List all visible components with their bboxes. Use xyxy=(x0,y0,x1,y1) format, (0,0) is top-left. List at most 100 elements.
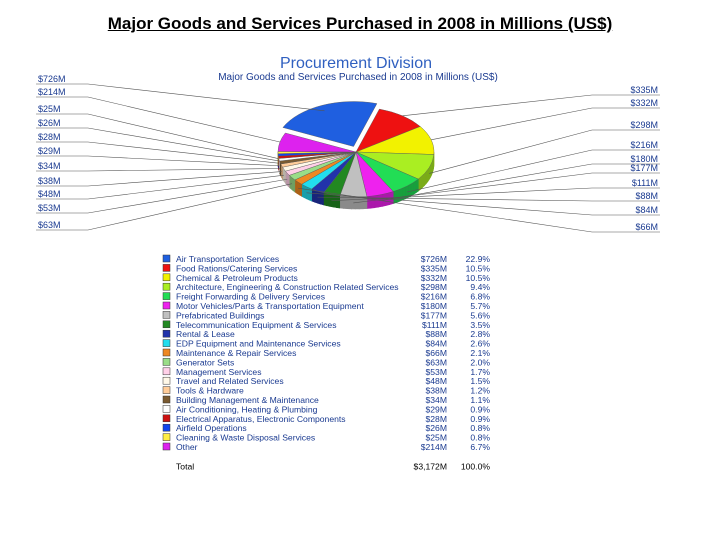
legend-entry-tools-hardware: Tools & Hardware $38M 1.2% xyxy=(162,386,490,396)
callout-label: $335M xyxy=(630,85,658,95)
callout-electrical-apparatus-electronic-components: $28M xyxy=(36,132,279,164)
callout-prefabricated-buildings: $177M xyxy=(353,163,660,204)
callout-building-management-maintenance: $34M xyxy=(36,161,281,172)
callout-label: $38M xyxy=(38,176,61,186)
legend-value: $214M xyxy=(421,442,447,452)
legend-swatch xyxy=(162,273,171,282)
legend-value: $29M xyxy=(426,404,448,414)
legend-entry-electrical-apparatus-electronic-components: Electrical Apparatus, Electronic Compone… xyxy=(162,414,490,424)
legend-label: Generator Sets xyxy=(176,357,234,367)
slide-title: Major Goods and Services Purchased in 20… xyxy=(107,14,613,33)
legend-label: EDP Equipment and Maintenance Services xyxy=(176,339,341,349)
legend-swatch xyxy=(162,264,171,272)
legend-percent: 10.5% xyxy=(466,273,491,283)
legend-swatch xyxy=(162,301,171,310)
legend-label: Chemical & Petroleum Products xyxy=(176,273,298,283)
legend-percent: 0.8% xyxy=(470,423,490,433)
legend-label: Other xyxy=(176,442,198,452)
callout-label: $29M xyxy=(38,146,61,156)
chart-subtitle: Major Goods and Services Purchased in 20… xyxy=(218,72,498,83)
callout-label: $216M xyxy=(630,140,658,150)
legend-value: $63M xyxy=(426,357,448,367)
legend-percent: 5.6% xyxy=(470,310,490,320)
legend-entry-edp-equipment-and-maintenance-services: EDP Equipment and Maintenance Services $8… xyxy=(162,339,490,349)
legend-value: $25M xyxy=(426,433,448,443)
pie-slice-other xyxy=(277,132,357,153)
legend-label: Airfield Operations xyxy=(176,423,247,433)
callout-label: $66M xyxy=(635,222,658,232)
legend-label: Electrical Apparatus, Electronic Compone… xyxy=(176,414,346,424)
legend-label: Tools & Hardware xyxy=(176,386,244,396)
pie-slice-side-telecommunication-equipment-services xyxy=(323,192,341,209)
callout-cleaning-waste-disposal-services: $25M xyxy=(36,104,279,159)
legend-label: Management Services xyxy=(176,367,262,377)
legend-entry-food-rations-catering-services: Food Rations/Catering Services $335M 10.5% xyxy=(162,263,491,273)
callout-travel-and-related-services: $48M xyxy=(36,174,284,200)
legend-percent: 1.5% xyxy=(470,376,490,386)
legend-swatch xyxy=(162,329,171,338)
legend-label: Air Transportation Services xyxy=(176,254,279,264)
legend-value: $28M xyxy=(426,414,448,424)
callout-label: $298M xyxy=(630,120,658,130)
legend-percent: 10.5% xyxy=(466,263,491,273)
legend-total-value: $3,172M xyxy=(414,461,447,471)
legend-value: $177M xyxy=(421,310,447,320)
callout-management-services: $53M xyxy=(36,178,288,214)
legend-value: $111M xyxy=(422,320,447,330)
legend-swatch xyxy=(162,311,171,319)
legend-percent: 3.5% xyxy=(470,320,490,330)
callout-generator-sets: $63M xyxy=(36,183,292,231)
legend-label: Maintenance & Repair Services xyxy=(176,348,296,358)
legend-percent: 1.7% xyxy=(470,367,490,377)
legend-entry-chemical-petroleum-products: Chemical & Petroleum Products $332M 10.5% xyxy=(162,273,491,283)
legend-total-percent: 100.0% xyxy=(461,461,491,471)
legend-value: $38M xyxy=(426,386,448,396)
legend-percent: 6.8% xyxy=(470,292,490,302)
legend-value: $216M xyxy=(421,292,447,302)
legend-value: $298M xyxy=(421,282,447,292)
legend-entry-motor-vehicles-parts-transportation-equipment: Motor Vehicles/Parts & Transportation Eq… xyxy=(162,301,490,311)
legend-value: $66M xyxy=(426,348,448,358)
legend-swatch xyxy=(162,282,171,291)
callout-motor-vehicles-parts-transportation-equipment: $180M xyxy=(380,154,660,202)
callout-label: $111M xyxy=(632,178,658,188)
callout-label: $214M xyxy=(38,87,66,97)
legend-entry-airfield-operations: Airfield Operations $26M 0.8% xyxy=(162,423,490,433)
legend-total: Total $3,172M 100.0% xyxy=(176,461,490,471)
legend-entry-rental-lease: Rental & Lease $88M 2.8% xyxy=(162,329,490,339)
legend-swatch xyxy=(162,254,171,263)
legend-swatch xyxy=(162,292,171,300)
legend-percent: 9.4% xyxy=(470,282,490,292)
callout-label: $726M xyxy=(38,74,66,84)
legend-swatch xyxy=(162,367,171,376)
callout-maintenance-repair-services: $66M xyxy=(298,187,660,233)
legend-swatch xyxy=(162,405,171,413)
callout-label: $53M xyxy=(38,203,61,213)
legend-percent: 6.7% xyxy=(470,442,490,452)
legend-swatch xyxy=(162,339,171,347)
legend-percent: 2.6% xyxy=(470,339,490,349)
legend-label: Telecommunication Equipment & Services xyxy=(176,320,337,330)
legend-value: $180M xyxy=(421,301,447,311)
callout-chemical-petroleum-products: $332M xyxy=(431,98,660,141)
legend-label: Food Rations/Catering Services xyxy=(176,263,297,273)
callout-airfield-operations: $26M xyxy=(36,118,279,162)
legend-value: $726M xyxy=(421,254,447,264)
callout-architecture-engineering-construction-related-services: $298M xyxy=(429,120,660,174)
legend-swatch xyxy=(162,386,171,394)
callout-label: $48M xyxy=(38,189,61,199)
legend-label: Rental & Lease xyxy=(176,329,235,339)
legend-swatch xyxy=(162,395,171,404)
callout-food-rations-catering-services: $335M xyxy=(402,85,660,117)
legend-label: Prefabricated Buildings xyxy=(176,310,264,320)
legend-entry-other: Other $214M 6.7% xyxy=(162,442,490,452)
legend-percent: 0.9% xyxy=(470,414,490,424)
chart-area xyxy=(30,52,670,242)
chart-title: Procurement Division xyxy=(280,55,432,72)
legend-value: $332M xyxy=(421,273,447,283)
legend-percent: 0.8% xyxy=(470,433,490,443)
callout-label: $26M xyxy=(38,118,61,128)
legend-swatch xyxy=(162,358,171,366)
legend-percent: 22.9% xyxy=(466,254,491,264)
